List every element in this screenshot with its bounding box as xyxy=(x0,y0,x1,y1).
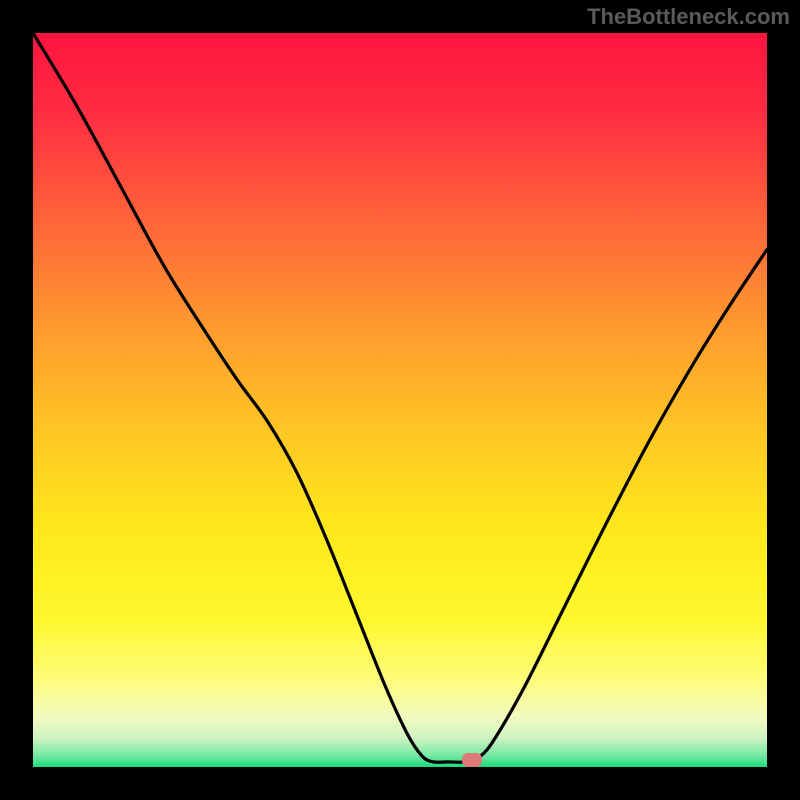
bottleneck-curve xyxy=(33,33,767,767)
watermark-text: TheBottleneck.com xyxy=(587,4,790,30)
curve-path xyxy=(33,33,767,762)
plot-area xyxy=(33,33,767,767)
optimal-point-marker xyxy=(462,753,482,767)
